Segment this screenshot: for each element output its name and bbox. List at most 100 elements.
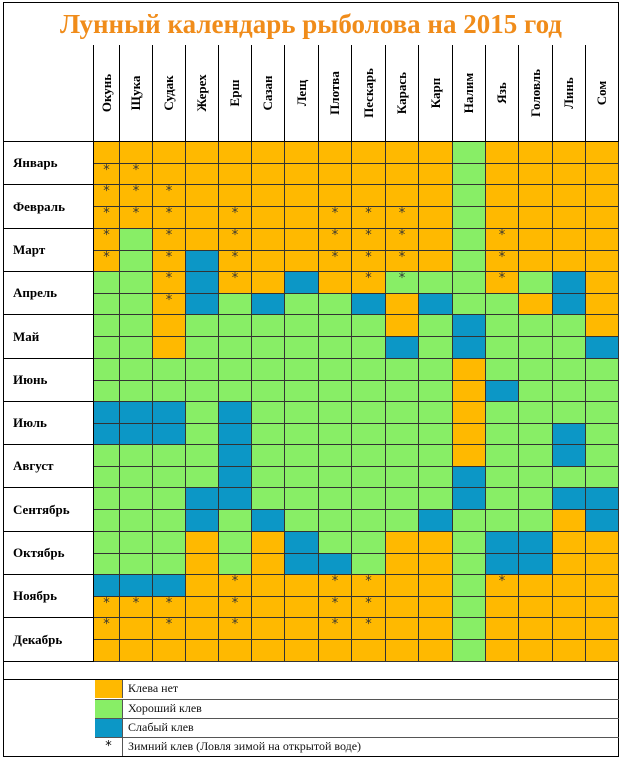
calendar-cell xyxy=(553,337,586,359)
calendar-cell xyxy=(419,164,453,185)
calendar-cell: * xyxy=(153,596,186,618)
calendar-cell xyxy=(586,445,619,467)
calendar-cell xyxy=(586,640,619,662)
calendar-cell xyxy=(386,381,419,402)
calendar-cell xyxy=(219,185,252,207)
calendar-cell xyxy=(519,315,553,337)
calendar-cell xyxy=(419,424,453,445)
calendar-cell xyxy=(519,402,553,424)
calendar-cell xyxy=(120,381,153,402)
calendar-cell xyxy=(419,251,453,272)
calendar-cell xyxy=(386,315,419,337)
calendar-cell xyxy=(153,575,186,597)
calendar-cell: * xyxy=(352,228,386,251)
calendar-cell xyxy=(419,445,453,467)
calendar-cell xyxy=(94,315,120,337)
calendar-cell xyxy=(94,510,120,532)
winter-star-icon: * xyxy=(103,250,110,265)
calendar-cell xyxy=(352,142,386,164)
calendar-cell: * xyxy=(486,574,519,597)
calendar-cell xyxy=(586,618,619,640)
calendar-cell xyxy=(285,359,319,381)
calendar-cell xyxy=(486,467,519,488)
calendar-cell xyxy=(386,618,419,640)
legend-label-winter: Зимний клев (Ловля зимой на открытой вод… xyxy=(128,739,362,753)
calendar-cell xyxy=(120,575,153,597)
calendar-cell xyxy=(219,510,252,532)
calendar-cell xyxy=(252,467,285,488)
calendar-cell xyxy=(319,467,352,488)
winter-star-icon: * xyxy=(498,228,506,243)
calendar-cell xyxy=(285,294,319,315)
calendar-cell xyxy=(453,510,486,532)
calendar-cell: * xyxy=(386,250,419,272)
calendar-cell xyxy=(486,402,519,424)
calendar-cell xyxy=(219,445,252,467)
calendar-cell xyxy=(553,488,586,510)
calendar-cell xyxy=(120,554,153,575)
calendar-cell xyxy=(553,424,586,445)
calendar-cell xyxy=(153,402,186,424)
calendar-cell xyxy=(219,359,252,381)
calendar-cell xyxy=(453,424,486,445)
calendar-cell: * xyxy=(319,228,352,251)
calendar-cell xyxy=(186,554,219,575)
calendar-cell xyxy=(453,315,486,337)
calendar-cell xyxy=(419,640,453,662)
calendar-cell xyxy=(386,142,419,164)
calendar-cell xyxy=(553,381,586,402)
month-label: Июль xyxy=(3,402,94,445)
winter-star-icon: * xyxy=(498,271,506,286)
calendar-cell xyxy=(94,142,120,164)
calendar-cell xyxy=(219,164,252,185)
calendar-cell xyxy=(252,618,285,640)
calendar-cell xyxy=(352,445,386,467)
column-header-label: Карась xyxy=(394,71,409,115)
winter-star-icon: * xyxy=(132,206,140,221)
calendar-cell: * xyxy=(120,596,153,618)
calendar-cell xyxy=(519,467,553,488)
calendar-cell xyxy=(352,510,386,532)
calendar-cell: * xyxy=(486,271,519,294)
calendar-cell xyxy=(219,315,252,337)
calendar-cell xyxy=(186,532,219,554)
calendar-cell xyxy=(120,640,153,662)
calendar-cell: * xyxy=(352,617,386,640)
calendar-cell xyxy=(453,640,486,662)
winter-star-icon: * xyxy=(103,617,110,632)
calendar-cell xyxy=(252,251,285,272)
calendar-cell xyxy=(553,185,586,207)
calendar-cell xyxy=(285,164,319,185)
calendar-cell xyxy=(285,640,319,662)
legend-row-winter: * Зимний клев (Ловля зимой на открытой в… xyxy=(95,737,619,757)
calendar-cell xyxy=(285,467,319,488)
calendar-cell xyxy=(186,381,219,402)
calendar-cell xyxy=(120,424,153,445)
calendar-cell: * xyxy=(153,228,186,251)
calendar-cell xyxy=(553,142,586,164)
calendar-cell xyxy=(285,597,319,618)
calendar-cell xyxy=(252,402,285,424)
calendar-cell xyxy=(153,142,186,164)
calendar-cell xyxy=(419,185,453,207)
calendar-cell xyxy=(586,510,619,532)
winter-star-icon: * xyxy=(331,250,339,265)
calendar-cell xyxy=(419,381,453,402)
calendar-cell xyxy=(419,229,453,251)
calendar-cell xyxy=(586,575,619,597)
winter-star-icon: * xyxy=(365,617,372,632)
calendar-cell xyxy=(386,597,419,618)
column-header: Пескарь xyxy=(352,45,386,142)
calendar-cell xyxy=(94,575,120,597)
calendar-cell xyxy=(252,315,285,337)
calendar-cell xyxy=(120,315,153,337)
winter-star-icon: * xyxy=(331,206,339,221)
calendar-cell xyxy=(486,381,519,402)
calendar-cell xyxy=(453,618,486,640)
calendar-cell xyxy=(285,229,319,251)
calendar-cell xyxy=(519,424,553,445)
calendar-cell xyxy=(186,185,219,207)
calendar-cell xyxy=(519,532,553,554)
calendar-cell xyxy=(586,402,619,424)
calendar-cell xyxy=(386,640,419,662)
